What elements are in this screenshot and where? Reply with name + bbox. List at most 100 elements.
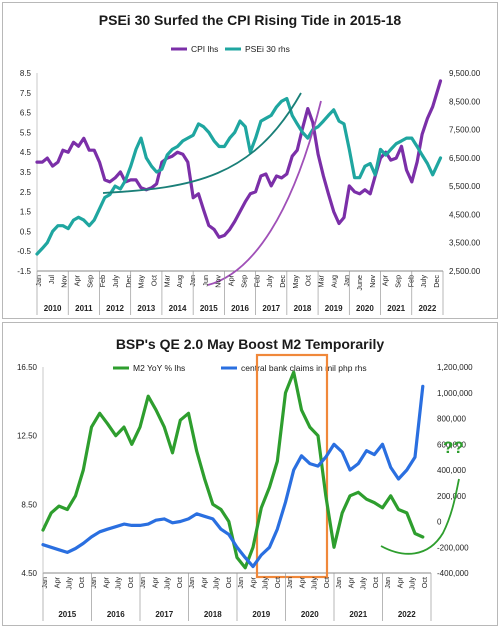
month-tick-label: Sep <box>239 275 248 288</box>
y-axis-left: 8.5 7.5 6.5 5.5 4.5 3.5 2.5 1.5 0.5 -0.5 -1.5 <box>17 69 31 276</box>
legend-label-cpi: CPI lhs <box>191 44 218 54</box>
month-tick-label: Apr <box>381 274 390 286</box>
month-tick-label: Apr <box>346 576 355 588</box>
y-left-tick-label: 6.5 <box>20 109 32 118</box>
year-tick-label: 2013 <box>137 304 155 313</box>
y-axis-right: 9,500.00 8,500.00 7,500.00 6,500.00 5,500.00… <box>449 69 481 276</box>
month-tick-label: Apr <box>248 576 257 588</box>
year-tick-label: 2021 <box>349 610 367 619</box>
y-right-tick-label: 3,500.00 <box>449 239 481 248</box>
month-tick-label: Aug <box>329 275 338 288</box>
y-right-tick-label: 1,000,000 <box>437 389 473 398</box>
y-left-tick-label: 8.50 <box>21 500 37 509</box>
month-tick-label: Jan <box>334 577 343 589</box>
y-left-tick-label: 3.5 <box>20 168 32 177</box>
year-tick-label: 2020 <box>301 610 319 619</box>
month-tick-label: Apr <box>227 274 236 286</box>
y-left-tick-label: 5.5 <box>20 128 32 137</box>
month-tick-label: Mar <box>162 274 171 287</box>
month-tick-label: July <box>261 577 270 590</box>
year-tick-label: 2022 <box>418 304 436 313</box>
month-tick-label: July <box>111 275 120 288</box>
month-tick-label: Nov <box>60 275 69 288</box>
y-right-tick-label: 9,500.00 <box>449 69 481 78</box>
year-tick-label: 2019 <box>325 304 343 313</box>
month-tick-label: Jan <box>236 577 245 589</box>
y-left-tick-label: -0.5 <box>17 247 31 256</box>
y-left-tick-label: 12.50 <box>17 432 38 441</box>
month-tick-label: Oct <box>126 577 135 588</box>
series-line-1 <box>35 79 443 239</box>
year-tick-label: 2019 <box>252 610 270 619</box>
month-tick-label: Apr <box>73 274 82 286</box>
month-tick-label: Dec <box>124 275 133 288</box>
month-tick-label: July <box>310 577 319 590</box>
month-tick-label: Feb <box>406 275 415 287</box>
month-tick-label: Jan <box>138 577 147 589</box>
chart-title: BSP's QE 2.0 May Boost M2 Temporarily <box>116 336 385 352</box>
year-tick-label: 2017 <box>262 304 280 313</box>
month-tick-label: July <box>212 577 221 590</box>
x-axis-month-labels: Jan Jul Nov Apr Sep Feb July Dec May Oct Mar Aug Jan… <box>34 274 441 290</box>
month-tick-label: Oct <box>420 577 429 588</box>
year-tick-label: 2020 <box>356 304 374 313</box>
month-tick-label: Feb <box>98 275 107 287</box>
y-left-tick-label: 16.50 <box>17 363 38 372</box>
month-tick-label: Jul <box>47 275 56 285</box>
year-tick-label: 2012 <box>106 304 124 313</box>
highlight-box <box>255 353 329 579</box>
y-left-tick-label: 0.5 <box>20 227 32 236</box>
month-tick-label: May <box>137 275 146 289</box>
y-axis-left: 16.50 12.50 8.50 4.50 <box>17 363 38 578</box>
y-right-tick-label: 200,000 <box>437 492 466 501</box>
month-tick-label: July <box>359 577 368 590</box>
year-tick-label: 2021 <box>387 304 405 313</box>
y-right-tick-label: 800,000 <box>437 415 466 424</box>
month-tick-label: May <box>291 275 300 289</box>
month-tick-label: Jun <box>201 275 210 287</box>
year-tick-label: 2011 <box>75 304 93 313</box>
m2-claims-chart: BSP's QE 2.0 May Boost M2 Temporarily M2… <box>17 336 473 621</box>
plot-area <box>35 73 443 286</box>
y-right-tick-label: 4,500.00 <box>449 210 481 219</box>
y-right-tick-label: 400,000 <box>437 466 466 475</box>
month-tick-label: Sep <box>85 275 94 288</box>
y-left-tick-label: 4.5 <box>20 148 32 157</box>
x-axis-month-labels: Jan Apr July Oct Jan Apr July Oct Jan Apr July Oct J… <box>40 576 429 589</box>
y-right-tick-label: 2,500.00 <box>449 267 481 276</box>
year-tick-label: 2015 <box>58 610 76 619</box>
month-tick-label: Jan <box>34 275 43 287</box>
year-tick-label: 2016 <box>107 610 125 619</box>
month-tick-label: Oct <box>150 275 159 286</box>
year-tick-label: 2010 <box>44 304 62 313</box>
trend-curve-psei <box>102 92 302 194</box>
y-right-tick-label: 0 <box>437 518 442 527</box>
month-tick-label: July <box>265 275 274 288</box>
month-tick-label: July <box>163 577 172 590</box>
month-tick-label: Dec <box>278 275 287 288</box>
month-tick-label: Jan <box>188 275 197 287</box>
y-left-tick-label: 4.50 <box>21 569 37 578</box>
y-right-tick-label: 1,200,000 <box>437 363 473 372</box>
y-left-tick-label: -1.5 <box>17 267 31 276</box>
month-tick-label: Dec <box>432 275 441 288</box>
legend-label-claims: central bank claims in mil php rhs <box>241 363 367 373</box>
y-right-tick-label: 6,500.00 <box>449 154 481 163</box>
month-tick-label: Nov <box>214 275 223 288</box>
month-tick-label: Jan <box>89 577 98 589</box>
month-tick-label: Apr <box>395 576 404 588</box>
month-tick-label: July <box>114 577 123 590</box>
x-axis-year-labels: 2010 2011 2012 2013 2014 2015 2016 2017 2018 2019… <box>36 271 444 315</box>
month-tick-label: Jan <box>40 577 49 589</box>
month-tick-label: Oct <box>77 577 86 588</box>
month-tick-label: June <box>355 275 364 291</box>
month-tick-label: Oct <box>273 577 282 588</box>
year-tick-label: 2016 <box>231 304 249 313</box>
year-tick-label: 2018 <box>204 610 222 619</box>
month-tick-label: Apr <box>199 576 208 588</box>
chart-legend: M2 YoY % lhs central bank claims in mil … <box>113 363 367 373</box>
year-tick-label: 2022 <box>398 610 416 619</box>
year-tick-label: 2018 <box>294 304 312 313</box>
y-left-tick-label: 1.5 <box>20 208 32 217</box>
y-left-tick-label: 7.5 <box>20 89 32 98</box>
